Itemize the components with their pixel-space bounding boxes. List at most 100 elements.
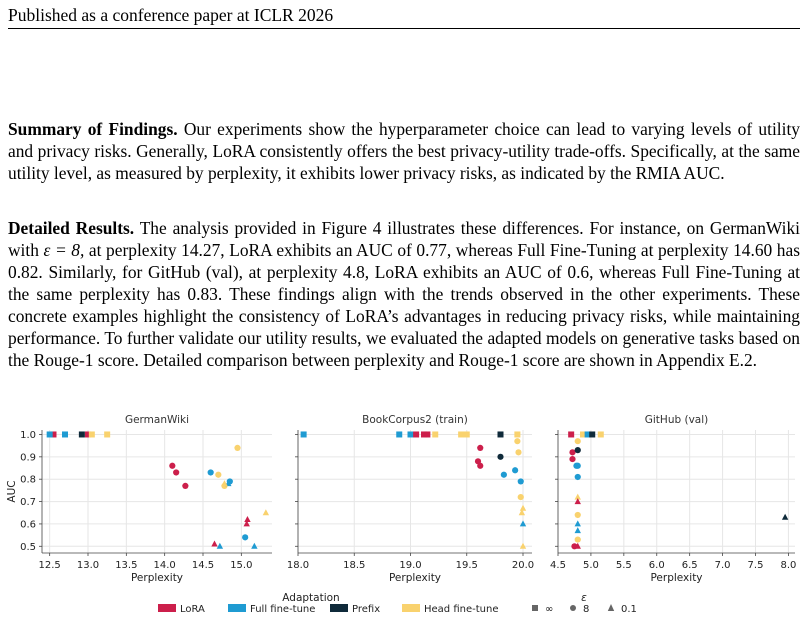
x-tick-label: 19.5 (456, 560, 478, 571)
data-point-triangle (251, 542, 258, 549)
x-tick-label: 13.0 (77, 560, 99, 571)
data-point-triangle (519, 520, 527, 527)
data-point-square (88, 431, 95, 438)
y-tick-label: 0.9 (20, 452, 36, 463)
data-point-triangle (211, 540, 218, 547)
y-tick-label: 1.0 (20, 430, 36, 441)
data-point-circle (207, 469, 214, 476)
x-tick-label: 14.5 (192, 560, 214, 571)
data-point-circle (169, 462, 176, 469)
data-point-triangle (518, 509, 526, 516)
x-axis-label: Perplexity (131, 572, 183, 584)
detailed-heading: Detailed Results. (8, 218, 135, 238)
summary-heading: Summary of Findings. (8, 119, 178, 139)
legend-eps-label: 8 (583, 604, 589, 615)
data-point-circle (500, 471, 507, 478)
legend-label: Full fine-tune (250, 604, 315, 615)
data-point-circle (497, 453, 504, 460)
running-header: Published as a conference paper at ICLR … (8, 5, 334, 25)
data-point-square (85, 431, 91, 438)
data-point-circle (514, 438, 521, 445)
x-tick-label: 8.0 (780, 560, 796, 571)
data-point-square (597, 431, 604, 438)
panel-title: GitHub (val) (645, 414, 708, 426)
legend-swatch (228, 604, 246, 612)
data-point-circle (517, 478, 524, 485)
summary-paragraph: Summary of Findings. Our experiments sho… (8, 118, 800, 184)
data-point-triangle (244, 515, 251, 522)
data-point-square (421, 431, 427, 438)
data-point-triangle (243, 520, 250, 527)
data-point-circle (574, 536, 581, 543)
data-point-circle (517, 493, 524, 501)
data-point-circle (515, 449, 522, 456)
legend-marker-circle (570, 605, 576, 611)
data-point-circle (512, 467, 519, 474)
legend-label: LoRA (180, 604, 205, 615)
data-point-triangle (574, 493, 581, 500)
data-point-square (104, 431, 111, 438)
data-point-circle (569, 455, 576, 463)
figure-4: GermanWiki 12.5 13.0 13.5 14.0 14.5 15.0 Perple… (6, 414, 796, 615)
legend-label: Prefix (352, 604, 380, 615)
x-tick-label: 7.0 (715, 560, 731, 571)
x-tick-label: 13.5 (115, 560, 137, 571)
data-point-square (514, 431, 521, 438)
data-point-circle (574, 473, 581, 481)
legend-swatch (330, 604, 348, 612)
panel-title: GermanWiki (125, 414, 189, 426)
data-point-circle (569, 449, 576, 456)
data-point-square (50, 431, 57, 438)
data-point-square (413, 431, 420, 438)
detailed-paragraph: Detailed Results. The analysis provided … (8, 217, 800, 371)
data-point-circle (173, 469, 180, 476)
data-point-circle (234, 444, 241, 451)
data-point-square (580, 431, 587, 438)
x-tick-label: 5.0 (583, 560, 599, 571)
data-point-circle (573, 462, 580, 469)
x-tick-label: 18.0 (287, 560, 309, 571)
legend-marker-square (532, 605, 538, 611)
panel-title: BookCorpus2 (train) (362, 414, 468, 426)
x-tick-label: 12.5 (39, 560, 61, 571)
data-point-circle (574, 438, 581, 445)
data-point-triangle (221, 480, 228, 487)
y-tick-label: 0.6 (20, 519, 36, 530)
data-point-triangle (574, 527, 581, 534)
x-tick-label: 6.0 (649, 560, 665, 571)
detailed-body-end: at perplexity 14.27, LoRA exhibits an AU… (8, 240, 800, 370)
epsilon-expression: ε = 8, (43, 240, 85, 260)
legend-swatch (402, 604, 420, 612)
data-point-triangle (519, 542, 527, 549)
legend-swatch (158, 604, 176, 612)
data-point-triangle (781, 513, 789, 520)
data-point-square (46, 431, 53, 438)
data-point-circle (477, 444, 484, 451)
summary-body: Our experiments show the hyperparameter … (8, 119, 800, 183)
x-tick-label: 4.5 (550, 560, 566, 571)
legend-label: Head fine-tune (424, 604, 498, 615)
data-point-square (458, 431, 465, 438)
y-axis-label: AUC (6, 480, 18, 502)
legend-marker-triangle (607, 604, 615, 611)
data-point-circle (242, 534, 249, 541)
x-tick-label: 7.5 (748, 560, 764, 571)
data-point-triangle (574, 498, 581, 505)
x-tick-label: 15.0 (230, 560, 252, 571)
data-point-square (463, 431, 470, 438)
header-rule (8, 28, 800, 29)
x-tick-label: 5.5 (616, 560, 632, 571)
data-point-triangle (216, 542, 224, 549)
data-point-square (568, 431, 575, 438)
legend-eps-title: ε (581, 592, 587, 604)
legend-eps-label: ∞ (545, 604, 553, 615)
data-point-circle (477, 462, 484, 469)
data-point-triangle (262, 509, 270, 516)
legend-eps-label: 0.1 (621, 604, 637, 615)
x-axis-label: Perplexity (650, 572, 702, 584)
data-point-square (407, 431, 414, 438)
data-point-square (584, 431, 591, 438)
y-tick-label: 0.5 (20, 542, 36, 553)
x-tick-label: 6.5 (682, 560, 698, 571)
data-point-triangle (574, 520, 581, 527)
